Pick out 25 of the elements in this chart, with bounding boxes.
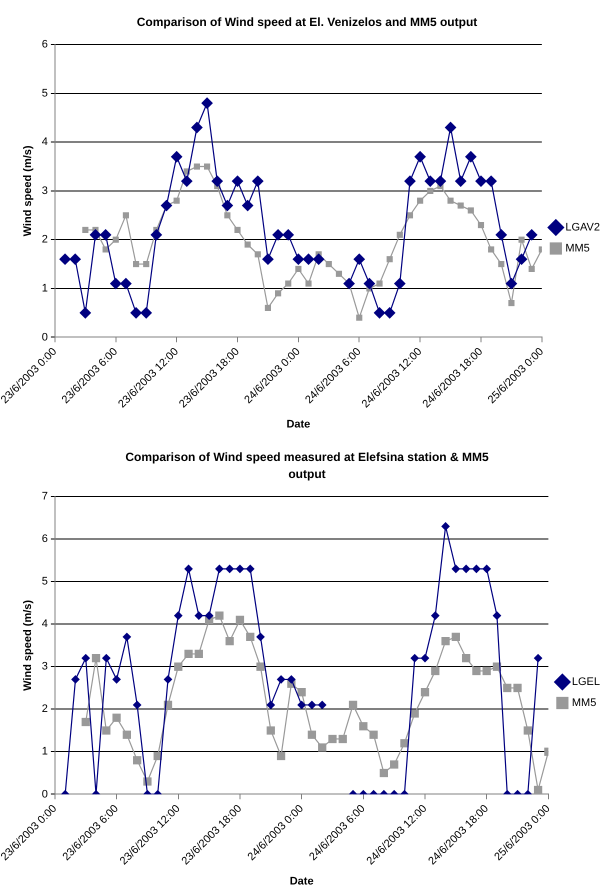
y-tick-label: 1	[42, 746, 48, 758]
y-tick-label: 2	[42, 234, 48, 246]
y-tick-label: 4	[42, 618, 48, 630]
legend-label: LGAV2	[565, 222, 600, 234]
x-axis-title: Date	[290, 875, 314, 888]
y-tick-label: 6	[42, 533, 48, 546]
chart-title: Comparison of Wind speed measured at Elefsina station & MM5 output	[124, 449, 490, 483]
x-axis-title: Date	[286, 418, 310, 430]
y-tick-label: 2	[42, 703, 48, 716]
y-tick-label: 5	[42, 576, 48, 588]
y-tick-label: 1	[42, 282, 48, 294]
legend-label: MM5	[572, 697, 596, 710]
y-axis-title: Wind speed (m/s)	[22, 600, 34, 691]
y-tick-label: 3	[42, 660, 48, 673]
y-tick-label: 6	[42, 38, 48, 51]
y-tick-label: 0	[42, 331, 48, 344]
legend-label: MM5	[565, 242, 590, 255]
y-tick-label: 7	[42, 490, 48, 503]
y-tick-label: 3	[42, 184, 48, 197]
y-tick-label: 5	[42, 87, 48, 100]
y-tick-label: 0	[42, 788, 48, 800]
legend-label: LGEL	[572, 676, 600, 688]
y-axis-title: Wind speed (m/s)	[22, 145, 34, 236]
chart-title: Comparison of Wind speed at El. Venizelos and MM5 output	[136, 14, 478, 31]
y-tick-label: 4	[42, 136, 48, 148]
